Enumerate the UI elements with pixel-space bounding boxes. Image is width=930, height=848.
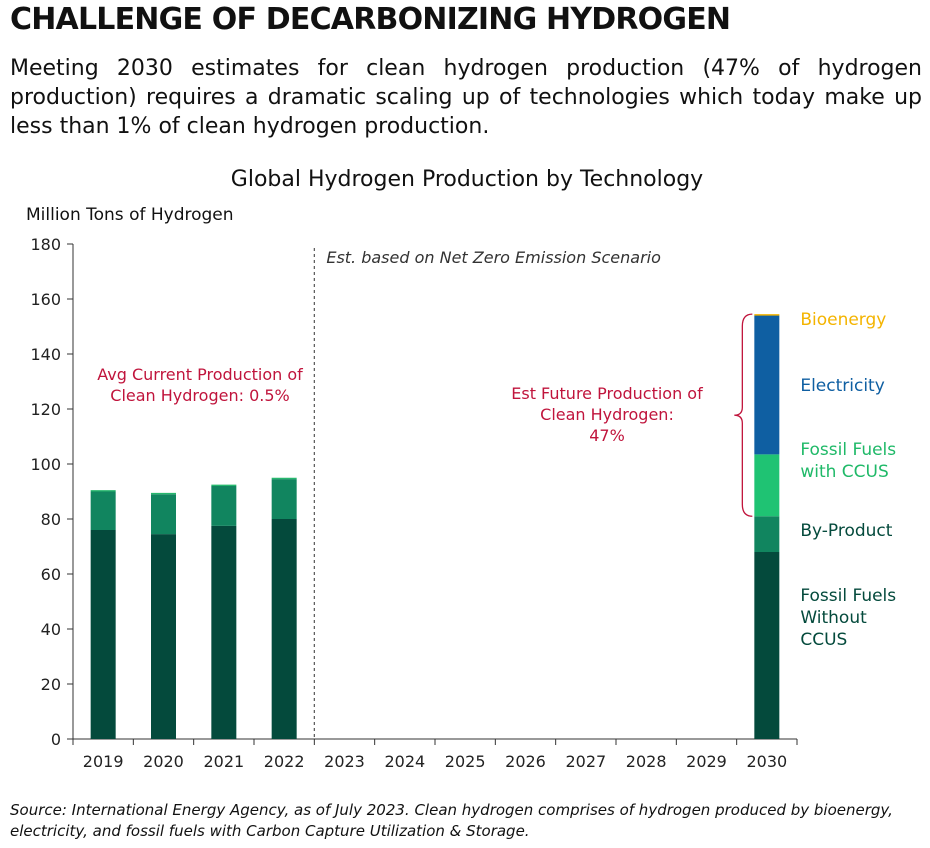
chart-title: Global Hydrogen Production by Technology: [231, 167, 703, 192]
y-tick-label: 80: [41, 510, 61, 529]
bar-segment-2020: [151, 494, 176, 535]
y-tick-label: 0: [51, 730, 61, 749]
page-subtitle: Meeting 2030 estimates for clean hydroge…: [10, 56, 922, 139]
y-tick-label: 100: [30, 455, 61, 474]
y-tick-label: 120: [30, 400, 61, 419]
bar-segment-2030: [754, 454, 780, 517]
bar-segment-2030: [754, 315, 780, 455]
x-tick-label: 2022: [264, 752, 305, 771]
x-tick-label: 2029: [686, 752, 727, 771]
y-axis-label: Million Tons of Hydrogen: [26, 205, 234, 225]
y-tick-label: 160: [30, 290, 61, 309]
x-tick-label: 2020: [143, 752, 184, 771]
y-tick-label: 40: [41, 620, 61, 639]
y-tick-label: 140: [30, 345, 61, 364]
x-tick-label: 2019: [83, 752, 124, 771]
bar-segment-2021: [211, 486, 237, 526]
x-tick-label: 2021: [203, 752, 244, 771]
x-tick-label: 2030: [746, 752, 787, 771]
chart-annotations: Fossil Fuels Without CCUS By-Product Fossil …: [97, 248, 896, 650]
bar-segment-2020: [151, 534, 176, 739]
x-tick-label: 2024: [384, 752, 425, 771]
segment-label: Fossil Fuels Without CCUS: [800, 586, 896, 650]
page-title: CHALLENGE OF DECARBONIZING HYDROGEN: [10, 2, 731, 37]
y-tick-label: 20: [41, 675, 61, 694]
x-tick-label: 2025: [445, 752, 486, 771]
future-clean-share-note: Est Future Production of Clean Hydrogen: 4…: [511, 384, 703, 445]
chart-axes: 0 20 40 60 80 100 120 140 160 180 2019 2020 2021 2022…: [30, 235, 798, 771]
segment-label: By-Product: [800, 521, 892, 541]
bar-segment-2030: [754, 552, 780, 739]
source-note: Source: International Energy Agency, as …: [10, 801, 893, 840]
chart-bars: [90, 314, 780, 739]
x-tick-label: 2027: [565, 752, 606, 771]
clean-hydrogen-brace: [734, 313, 753, 517]
current-clean-share-note: Avg Current Production of Clean Hydrogen:…: [97, 365, 303, 405]
bar-segment-2020: [151, 492, 176, 495]
bar-segment-2030: [754, 516, 780, 552]
segment-label: Bioenergy: [800, 310, 886, 330]
bar-segment-2030: [754, 314, 780, 316]
segment-label: Electricity: [800, 376, 884, 396]
segment-label: Fossil Fuels with CCUS: [800, 440, 896, 482]
x-tick-label: 2023: [324, 752, 365, 771]
bar-segment-2022: [271, 477, 297, 480]
bar-segment-2019: [90, 530, 116, 739]
x-tick-label: 2028: [626, 752, 667, 771]
bar-segment-2021: [211, 525, 237, 739]
bar-segment-2022: [271, 519, 297, 739]
bar-segment-2019: [90, 491, 116, 530]
bar-segment-2021: [211, 484, 237, 486]
scenario-note: Est. based on Net Zero Emission Scenario: [326, 248, 661, 267]
y-tick-label: 180: [30, 235, 61, 254]
bar-segment-2022: [271, 479, 297, 519]
bar-segment-2019: [90, 490, 116, 492]
x-tick-label: 2026: [505, 752, 546, 771]
y-tick-label: 60: [41, 565, 61, 584]
